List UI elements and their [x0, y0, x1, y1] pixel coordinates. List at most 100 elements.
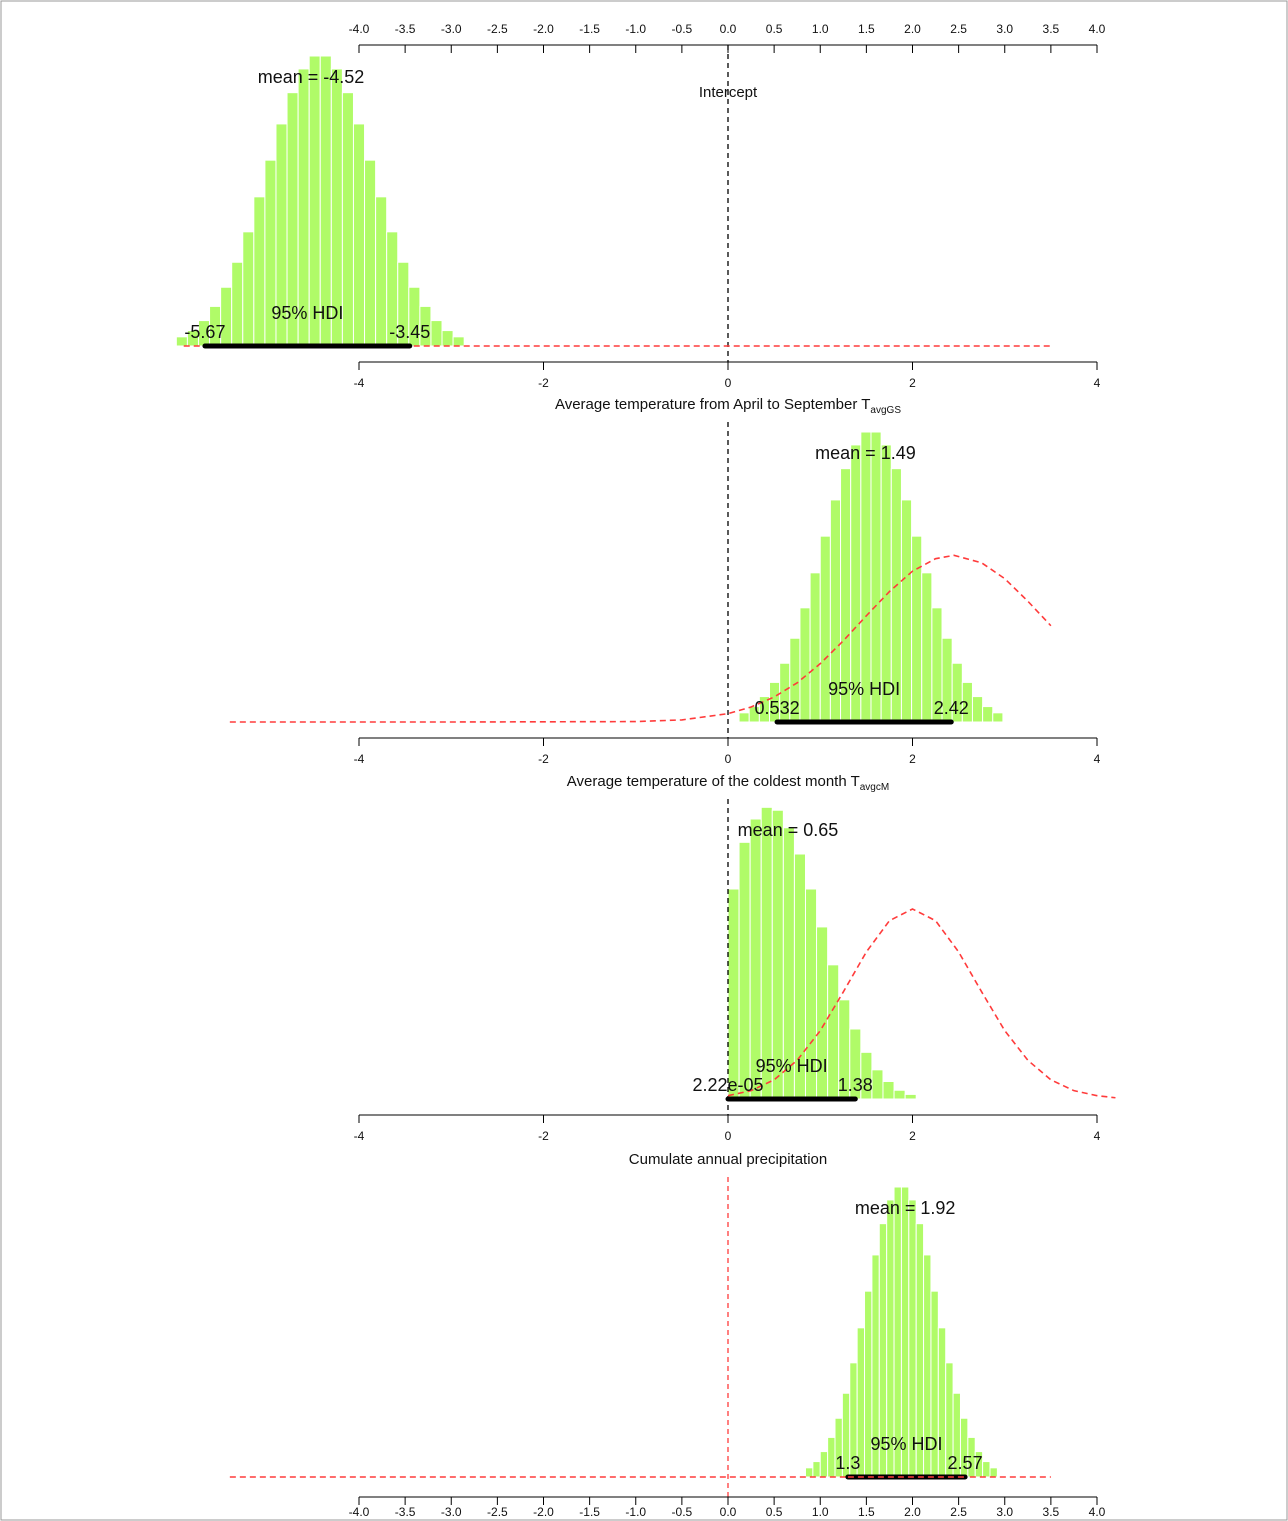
x-tick-label: 1.0: [812, 22, 829, 36]
mean-label: mean = 0.65: [738, 820, 839, 840]
x-tick-label: -3.5: [395, 1505, 416, 1519]
x-tick-label: 2: [909, 1129, 916, 1143]
x-tick-label: 0.0: [720, 1505, 737, 1519]
bar: [904, 1093, 917, 1100]
bar: [352, 123, 366, 347]
x-tick-label: 4: [1094, 1129, 1101, 1143]
title-text: Average temperature of the coldest month…: [567, 773, 860, 790]
x-tick-label: 1.0: [812, 1505, 829, 1519]
x-tick-label: 3.5: [1043, 22, 1060, 36]
x-tick-label: -4.0: [349, 1505, 370, 1519]
bar: [827, 1436, 836, 1478]
bar: [242, 231, 255, 347]
x-tick-label: 1.5: [858, 1505, 875, 1519]
bar: [430, 320, 443, 347]
hdi-title: 95% HDI: [870, 1434, 942, 1454]
x-tick-label: 2.5: [950, 22, 967, 36]
bar: [819, 1451, 829, 1478]
x-tick-label: -4.0: [349, 22, 370, 36]
x-tick-label: -2: [538, 376, 549, 390]
hdi-end-label: 0.532: [755, 698, 800, 718]
hdi-title: 95% HDI: [828, 679, 900, 699]
bar: [231, 261, 244, 347]
title-text: Average temperature from April to Septem…: [555, 396, 870, 413]
x-tick-label: -2: [538, 1129, 549, 1143]
hdi-end-label: 1.38: [838, 1075, 873, 1095]
hdi-end-label: -5.67: [184, 322, 225, 342]
bar: [871, 1069, 884, 1100]
x-tick-label: -0.5: [672, 1505, 693, 1519]
hdi-end-label: 1.3: [835, 1453, 860, 1473]
bar: [799, 607, 811, 723]
mean-label: mean = 1.49: [815, 443, 916, 463]
x-tick-label: 3.5: [1043, 1505, 1060, 1519]
mean-label: mean = -4.52: [258, 67, 365, 87]
prior-curve: [727, 908, 1116, 1099]
bar: [992, 712, 1004, 723]
x-tick-label: -1.0: [625, 1505, 646, 1519]
bar: [375, 196, 388, 347]
hdi-end-label: -3.45: [389, 322, 430, 342]
bar: [989, 1467, 998, 1478]
x-tick-label: -2.5: [487, 1505, 508, 1519]
bar: [253, 196, 266, 347]
x-tick-label: -0.5: [672, 22, 693, 36]
x-tick-label: 3.0: [996, 1505, 1013, 1519]
x-tick-label: -4: [354, 752, 365, 766]
x-tick-label: 4.0: [1089, 22, 1106, 36]
hdi-end-label: 2.42: [934, 698, 969, 718]
bar: [738, 712, 750, 723]
x-tick-label: 2.0: [904, 1505, 921, 1519]
x-tick-label: 2.0: [904, 22, 921, 36]
x-tick-label: -3.0: [441, 1505, 462, 1519]
x-tick-label: 0.0: [720, 22, 737, 36]
x-tick-label: 0.5: [766, 1505, 783, 1519]
title-text: Cumulate annual precipitation: [629, 1151, 827, 1168]
x-tick-label: -3.5: [395, 22, 416, 36]
bar: [882, 1081, 895, 1100]
x-tick-label: 4.0: [1089, 1505, 1106, 1519]
hdi-title: 95% HDI: [271, 303, 343, 323]
x-tick-label: 3.0: [996, 22, 1013, 36]
bar: [341, 92, 354, 347]
bar: [441, 330, 454, 347]
bar: [809, 572, 821, 723]
bar: [982, 1461, 991, 1478]
x-tick-label: 0: [725, 376, 732, 390]
hdi-title: 95% HDI: [756, 1056, 828, 1076]
x-tick-label: 2: [909, 752, 916, 766]
prior-curve: [229, 554, 1052, 723]
bar: [804, 1467, 814, 1478]
bar: [893, 1089, 906, 1100]
x-tick-label: 4: [1094, 752, 1101, 766]
x-tick-label: -1.0: [625, 22, 646, 36]
bar: [982, 706, 994, 723]
bar: [452, 336, 465, 347]
x-tick-label: 0: [725, 752, 732, 766]
x-tick-label: -3.0: [441, 22, 462, 36]
x-tick-label: 0: [725, 1129, 732, 1143]
x-tick-label: 1.5: [858, 22, 875, 36]
panel-title: Cumulate annual precipitation: [629, 1151, 827, 1168]
bar: [937, 1327, 947, 1478]
hdi-end-label: 2.22e-05: [692, 1075, 763, 1095]
panel-title: Average temperature from April to Septem…: [555, 396, 901, 416]
bar: [364, 159, 377, 347]
x-tick-label: -4: [354, 376, 365, 390]
bar: [738, 841, 751, 1100]
x-tick-label: -1.5: [579, 22, 600, 36]
panel-title: Average temperature of the coldest month…: [567, 773, 889, 793]
title-subscript: avgGS: [870, 405, 901, 416]
x-tick-label: -1.5: [579, 1505, 600, 1519]
bar: [727, 888, 740, 1100]
x-tick-label: 2: [909, 376, 916, 390]
x-tick-label: -2.0: [533, 22, 554, 36]
x-tick-label: -2.0: [533, 1505, 554, 1519]
x-tick-label: -2: [538, 752, 549, 766]
bar: [812, 1461, 821, 1478]
x-tick-label: 2.5: [950, 1505, 967, 1519]
x-tick-label: 4: [1094, 376, 1101, 390]
hdi-end-label: 2.57: [948, 1453, 983, 1473]
